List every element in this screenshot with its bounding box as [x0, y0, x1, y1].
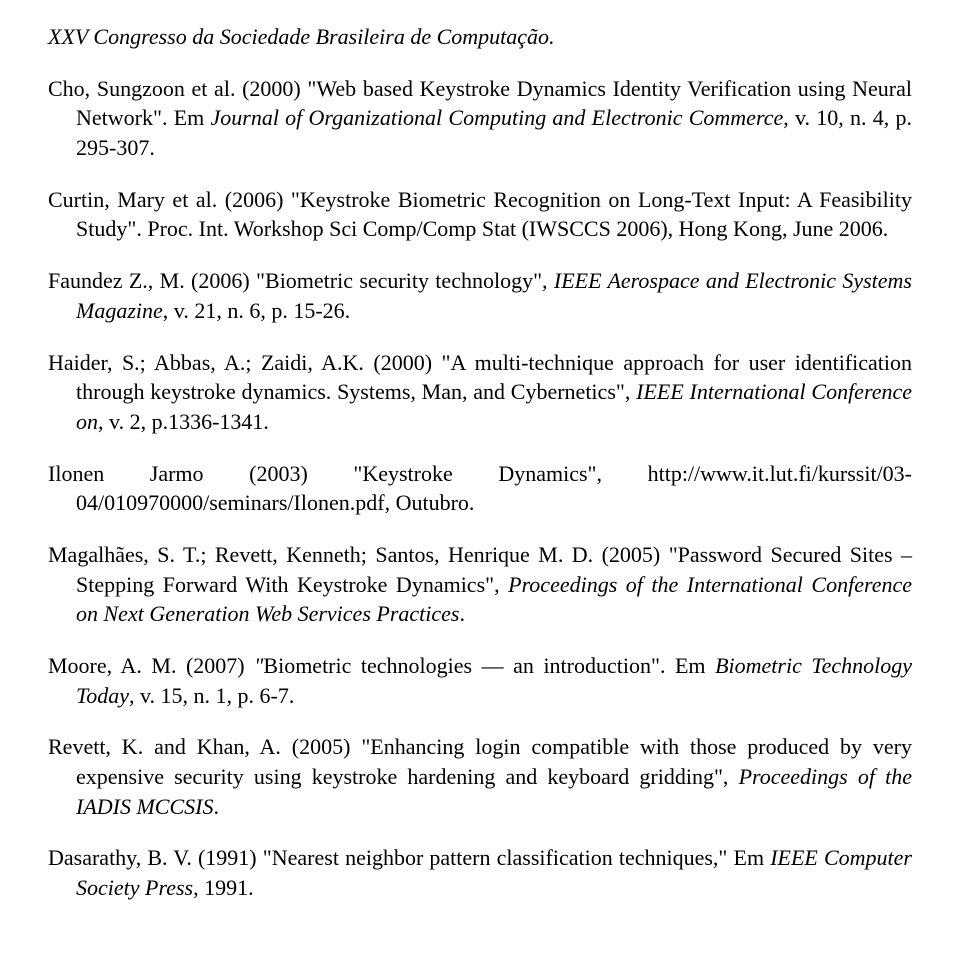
page-header: XXV Congresso da Sociedade Brasileira de… [48, 22, 912, 52]
reference-entry: Magalhães, S. T.; Revett, Kenneth; Santo… [48, 540, 912, 629]
reference-entry: Dasarathy, B. V. (1991) "Nearest neighbo… [48, 843, 912, 902]
reference-entry: Cho, Sungzoon et al. (2000) "Web based K… [48, 74, 912, 163]
reference-entry: Faundez Z., M. (2006) "Biometric securit… [48, 266, 912, 325]
reference-entry: Moore, A. M. (2007) "Biometric technolog… [48, 651, 912, 710]
reference-entry: Haider, S.; Abbas, A.; Zaidi, A.K. (2000… [48, 348, 912, 437]
reference-entry: Revett, K. and Khan, A. (2005) "Enhancin… [48, 732, 912, 821]
page-content: XXV Congresso da Sociedade Brasileira de… [0, 22, 960, 953]
reference-entry: Curtin, Mary et al. (2006) "Keystroke Bi… [48, 185, 912, 244]
reference-entry: Ilonen Jarmo (2003) "Keystroke Dynamics"… [48, 459, 912, 518]
